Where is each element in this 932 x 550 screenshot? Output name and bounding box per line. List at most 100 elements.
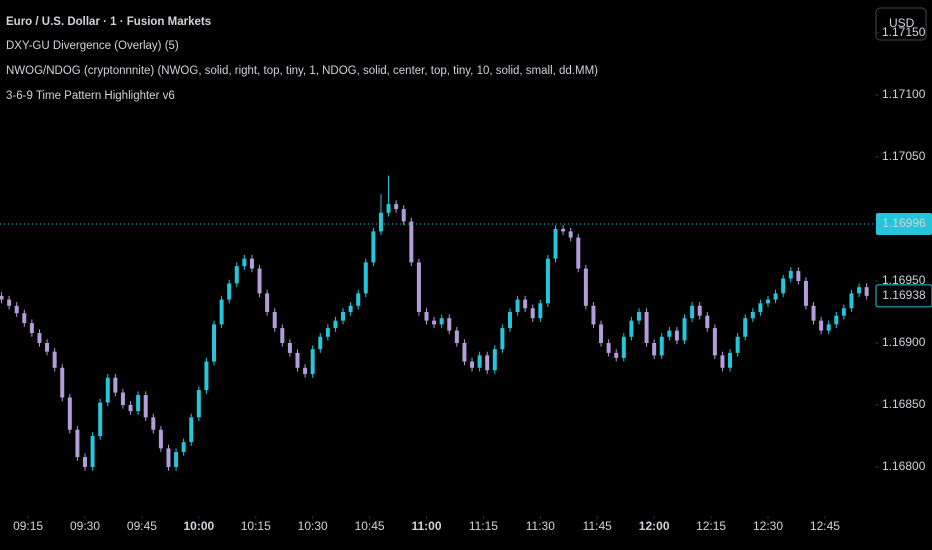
candle-body xyxy=(196,390,201,418)
candle-body xyxy=(212,324,217,362)
candle-body xyxy=(750,311,755,319)
candle-body xyxy=(219,299,224,325)
candle-body xyxy=(416,262,421,312)
currency-button[interactable] xyxy=(875,7,927,41)
candle-body xyxy=(90,435,95,467)
candle-body xyxy=(181,442,186,453)
candle-body xyxy=(682,318,687,341)
price-label: 1.16996 xyxy=(882,216,926,230)
candle-body xyxy=(591,305,596,325)
candle-body xyxy=(636,311,641,321)
currency-label[interactable]: USD xyxy=(889,16,915,30)
candle-body xyxy=(128,404,133,412)
candle-body xyxy=(576,237,581,269)
x-tick-label: 11:30 xyxy=(526,519,555,533)
candle-body xyxy=(841,308,846,316)
x-tick-label: 12:30 xyxy=(753,519,783,533)
y-tick-label: 1.16900 xyxy=(882,335,926,349)
candle-body xyxy=(136,395,141,412)
candle-body xyxy=(644,311,649,343)
candle-body xyxy=(470,361,475,368)
candle-body xyxy=(371,231,376,263)
candle-body xyxy=(280,328,285,343)
candle-body xyxy=(45,342,50,352)
y-tick-label: 1.17100 xyxy=(882,87,926,101)
candle-body xyxy=(37,333,42,343)
candle-body xyxy=(272,311,277,329)
candle-body xyxy=(735,336,740,353)
candle-body xyxy=(204,361,209,391)
candle-body xyxy=(781,278,786,294)
last-price-box xyxy=(875,284,932,308)
candle-body xyxy=(538,303,543,319)
x-tick-label: 11:00 xyxy=(411,519,441,533)
y-tick-label: 1.16800 xyxy=(882,459,926,473)
candle-body xyxy=(485,355,490,371)
candle-body xyxy=(864,287,869,296)
candle-body xyxy=(310,349,315,374)
candle-body xyxy=(568,231,573,238)
last-price-label: 1.16938 xyxy=(882,288,926,302)
candle-body xyxy=(394,204,399,210)
x-tick-label: 12:15 xyxy=(696,519,726,533)
y-tick-label: 1.16950 xyxy=(882,273,926,287)
candle-body xyxy=(477,355,482,368)
candle-body xyxy=(401,209,406,222)
candle-body xyxy=(530,308,535,319)
candle-body xyxy=(819,320,824,331)
candle-body xyxy=(189,417,194,443)
candle-body xyxy=(75,429,80,458)
candle-body xyxy=(545,258,550,304)
x-tick-label: 12:45 xyxy=(810,519,840,533)
candle-body xyxy=(583,268,588,306)
x-tick-label: 11:45 xyxy=(583,519,612,533)
indicator-label: DXY-GU Divergence (Overlay) (5) xyxy=(6,40,179,52)
x-tick-label: 09:30 xyxy=(70,519,100,533)
candle-body xyxy=(834,315,839,325)
x-tick-label: 09:15 xyxy=(13,519,43,533)
candle-body xyxy=(599,324,604,343)
candle-body xyxy=(773,293,778,300)
candle-body xyxy=(174,452,179,467)
candle-body xyxy=(712,328,717,356)
x-tick-label: 10:45 xyxy=(355,519,385,533)
candle-body xyxy=(439,318,444,325)
candle-body xyxy=(363,262,368,294)
candle-body xyxy=(720,355,725,368)
candle-body xyxy=(697,305,702,316)
candle-body xyxy=(424,311,429,321)
candle-body xyxy=(257,268,262,294)
candle-body xyxy=(29,323,34,334)
candle-body xyxy=(7,299,12,306)
candle-body xyxy=(454,330,459,343)
candle-body xyxy=(303,367,308,374)
candle-body xyxy=(341,311,346,321)
candle-body xyxy=(143,395,148,418)
candle-body xyxy=(826,324,831,331)
price-label-box xyxy=(876,212,932,235)
candle-body xyxy=(227,283,232,300)
chart-title: Euro / U.S. Dollar · 1 · Fusion Markets xyxy=(6,16,211,28)
candle-body xyxy=(690,305,695,319)
candle-body xyxy=(325,328,330,337)
candle-body xyxy=(52,351,57,368)
candle-body xyxy=(409,221,414,263)
candle-body xyxy=(857,287,862,294)
candle-body xyxy=(67,397,72,430)
candle-body xyxy=(14,305,19,314)
candle-body xyxy=(462,342,467,362)
candle-body xyxy=(788,271,793,279)
candle-body xyxy=(265,293,270,312)
x-tick-label: 12:00 xyxy=(639,519,670,533)
x-tick-label: 11:15 xyxy=(469,519,498,533)
candle-body xyxy=(705,315,710,329)
candle-body xyxy=(492,349,497,371)
candle-body xyxy=(166,448,171,467)
candle-body xyxy=(500,328,505,350)
candle-body xyxy=(765,299,770,304)
candle-body xyxy=(515,299,520,312)
candle-body xyxy=(82,457,87,467)
candle-body xyxy=(758,303,763,312)
candle-body xyxy=(743,318,748,337)
indicator-label: NWOG/NDOG (cryptonnnite) (NWOG, solid, r… xyxy=(6,65,598,77)
